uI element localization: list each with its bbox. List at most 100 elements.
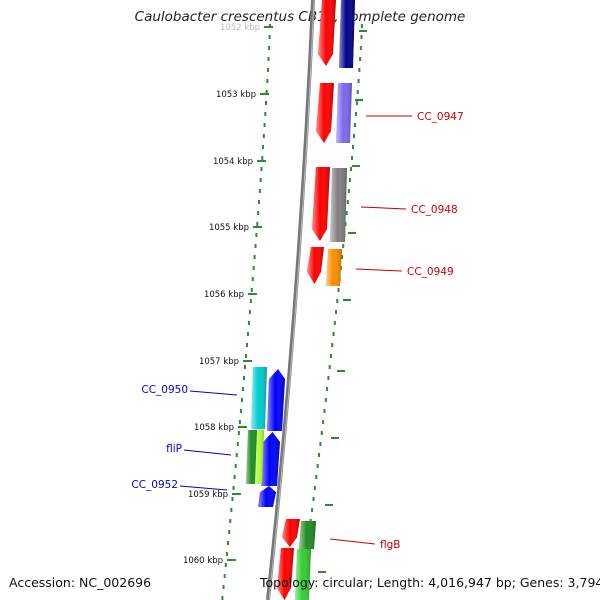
left-track-dot <box>266 68 269 72</box>
right-track-dot <box>327 376 330 380</box>
gene-CC_0952-shade <box>258 486 276 507</box>
left-track-dot <box>253 255 256 259</box>
right-track-dot <box>360 35 363 39</box>
gene-label-CC_0947: CC_0947 <box>417 111 464 123</box>
left-track-dot <box>225 552 228 556</box>
left-track-dot <box>233 475 236 479</box>
scale-tick-label: 1053 kbp <box>216 90 256 100</box>
right-track-dot <box>354 112 357 116</box>
cog-fliP-shade <box>246 430 258 484</box>
left-track-dot <box>267 57 270 61</box>
left-track-dot <box>265 90 268 94</box>
gene-CC_0950-shade <box>267 369 285 431</box>
right-track-dot <box>356 90 359 94</box>
gene-CC_0947-shade <box>316 83 334 143</box>
gene-flgB-a-shade <box>282 519 300 547</box>
cog-flgB-cog-a-shade <box>299 521 316 549</box>
left-track-dot <box>264 112 267 116</box>
left-track-dot <box>232 486 235 490</box>
right-track-dot <box>351 156 354 160</box>
right-track-dot <box>336 299 339 303</box>
right-track-dot <box>358 68 361 72</box>
gene-CC_0946-shade <box>318 0 336 66</box>
gene-flgB-b-shade <box>277 548 294 600</box>
right-track-dot <box>312 497 315 501</box>
gene-label-CC_0949: CC_0949 <box>407 266 454 278</box>
left-track-dot <box>249 299 252 303</box>
left-track-dot <box>243 365 246 369</box>
scale-tick-label: 1060 kbp <box>183 556 223 566</box>
topology-text: Topology: circular; Length: 4,016,947 bp… <box>260 575 600 590</box>
right-track-dot <box>337 288 340 292</box>
gene-features <box>246 0 355 600</box>
right-track-dot <box>353 134 356 138</box>
left-track-dot <box>231 497 234 501</box>
right-track-dot <box>342 244 345 248</box>
backbone-highlight <box>268 0 315 600</box>
scale-ticks: 1052 kbp 1053 kbp 1054 kbp 1055 kbp 1056 kbp… <box>183 23 367 573</box>
gene-CC_0948-shade <box>312 167 330 241</box>
right-track-dot <box>328 365 331 369</box>
right-track-dot <box>335 310 338 314</box>
left-track-dot <box>265 101 268 105</box>
left-track-dot <box>244 354 247 358</box>
right-track-dot <box>329 354 332 358</box>
left-track-dot <box>235 453 238 457</box>
backbone <box>266 0 315 600</box>
right-track-dot <box>316 464 319 468</box>
left-track-dot <box>238 420 241 424</box>
left-track-dot <box>221 596 224 600</box>
backbone-line <box>266 0 315 600</box>
cog-flgB-cog-b-shade <box>295 549 311 600</box>
left-track-dot <box>246 332 249 336</box>
label-leader-CC_0949 <box>355 268 403 272</box>
label-leader-fliP <box>183 449 232 456</box>
left-track-dot <box>257 211 260 215</box>
left-track-dot <box>268 46 271 50</box>
left-track-dot <box>240 398 243 402</box>
cog-CC_0946-cog-shade <box>339 0 355 68</box>
left-track-dot <box>241 387 244 391</box>
label-leader-flgB-a <box>329 538 376 545</box>
left-track-dot <box>236 442 239 446</box>
right-track-dot <box>345 211 348 215</box>
right-track-dot <box>360 24 363 28</box>
left-track-dot <box>239 409 242 413</box>
left-track-dot <box>262 145 265 149</box>
right-track-dot <box>332 332 335 336</box>
left-track-dot <box>247 321 250 325</box>
left-track-dot <box>229 519 232 523</box>
left-track-dot <box>242 376 245 380</box>
map-title: Caulobacter crescentus CB15, complete ge… <box>134 9 466 25</box>
label-leader-CC_0948 <box>360 206 407 210</box>
cog-fliP-b-shade <box>255 430 264 484</box>
left-track-dot <box>263 123 266 127</box>
left-track-dot <box>262 134 265 138</box>
label-leader-CC_0950 <box>189 390 238 396</box>
right-track-dot <box>331 343 334 347</box>
scale-tick-label: 1059 kbp <box>188 490 228 500</box>
left-track-dot <box>254 244 257 248</box>
gene-labels: CC_0947 CC_0948 CC_0949 flgB CC_0950 fliP CC_0… <box>131 111 463 551</box>
right-track-dot <box>353 123 356 127</box>
cog-CC_0949-cog-shade <box>326 249 342 286</box>
left-track-dot <box>252 266 255 270</box>
left-track-dot <box>250 288 253 292</box>
left-track-dot <box>266 79 269 83</box>
left-track-dot <box>258 189 261 193</box>
right-track-dot <box>324 398 327 402</box>
scale-tick-label: 1054 kbp <box>213 157 253 167</box>
gene-label-fliP: fliP <box>166 443 182 455</box>
right-track-dot <box>348 178 351 182</box>
gene-label-CC_0950: CC_0950 <box>141 384 188 396</box>
scale-tick-label: 1058 kbp <box>194 423 234 433</box>
scale-tick-label: 1055 kbp <box>209 223 249 233</box>
left-track-dot <box>268 35 271 39</box>
right-track-dot <box>341 255 344 259</box>
left-track-dot <box>230 508 233 512</box>
right-track-dot <box>323 409 326 413</box>
right-track-dot <box>347 189 350 193</box>
left-track-dot <box>237 431 240 435</box>
left-track-dot <box>245 343 248 347</box>
